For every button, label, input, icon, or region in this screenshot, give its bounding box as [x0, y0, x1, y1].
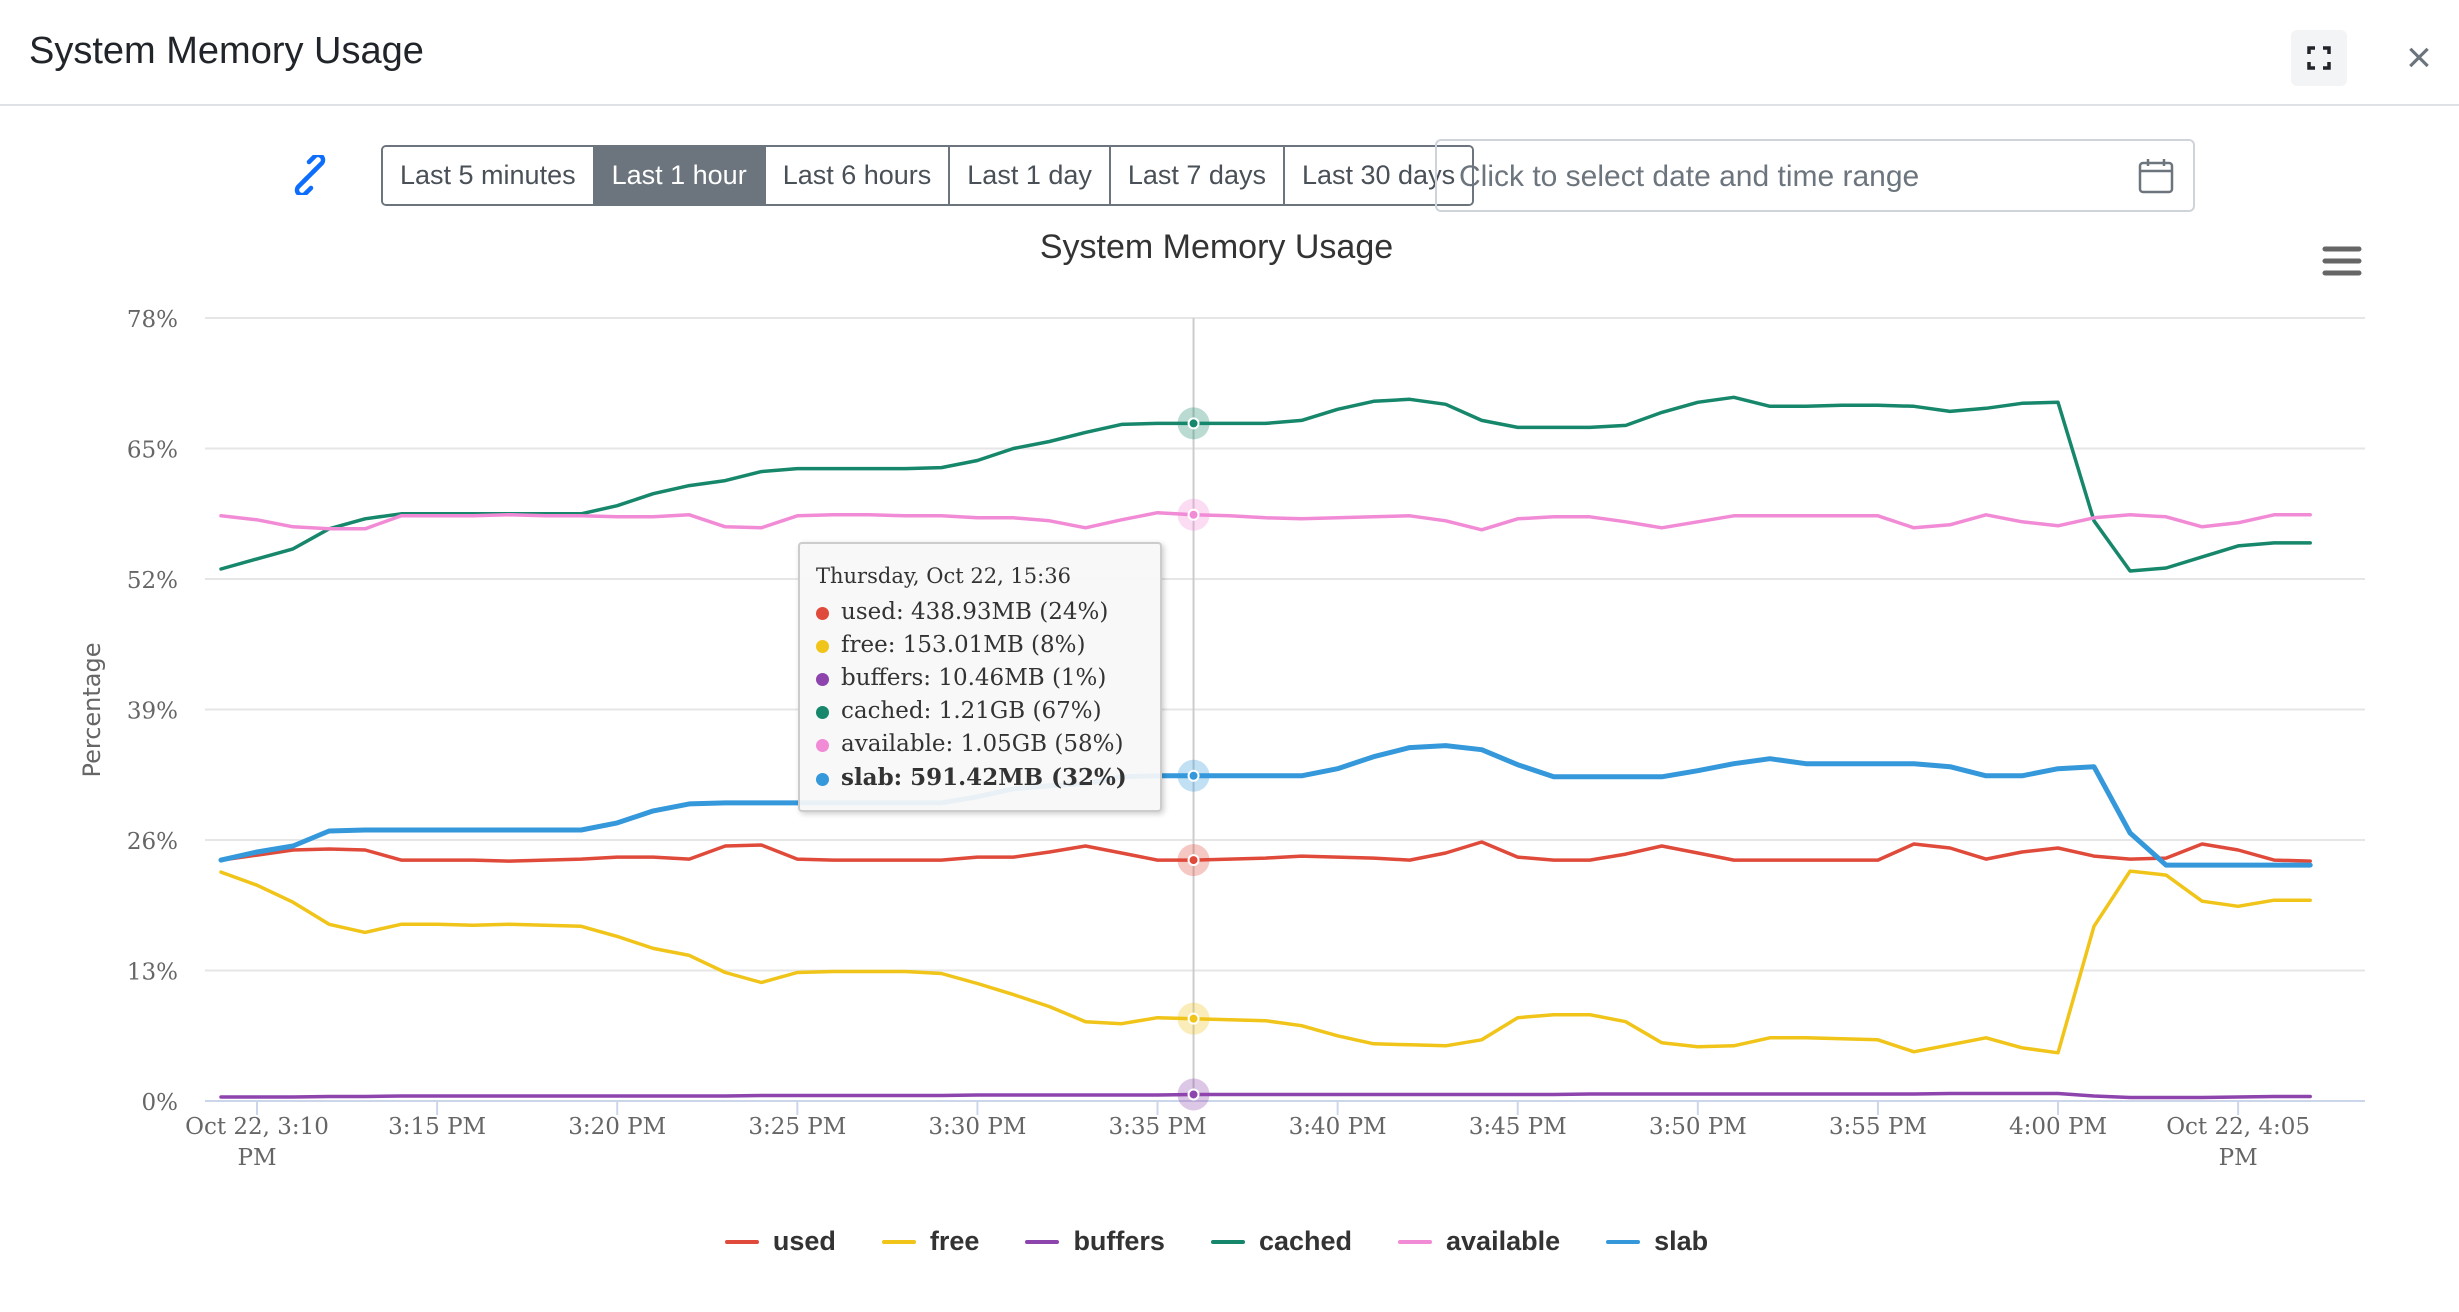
- legend-swatch: [1025, 1239, 1060, 1244]
- range-button-last-5-minutes[interactable]: Last 5 minutes: [383, 147, 595, 204]
- tooltip-dot: [816, 772, 829, 786]
- x-tick-label: Oct 22, 4:05 PM: [2166, 1114, 2310, 1171]
- close-button[interactable]: ×: [2395, 34, 2443, 82]
- x-tick-label: 3:50 PM: [1649, 1114, 1747, 1140]
- legend-item-available[interactable]: available: [1398, 1226, 1560, 1257]
- tooltip-dot: [816, 705, 829, 719]
- tooltip-row: used: 438.93MB (24%): [816, 596, 1144, 629]
- modal-header: System Memory Usage ×: [0, 0, 2459, 106]
- y-tick-label: 13%: [127, 960, 178, 986]
- x-tick-label: 3:20 PM: [568, 1114, 666, 1140]
- legend-item-cached[interactable]: cached: [1210, 1226, 1353, 1257]
- y-axis-title: Percentage: [78, 642, 106, 777]
- calendar-icon[interactable]: [2137, 157, 2175, 195]
- hover-point-free: [1187, 1012, 1200, 1025]
- legend-swatch: [1210, 1239, 1245, 1244]
- link-icon: [294, 152, 326, 198]
- legend-item-used[interactable]: used: [724, 1226, 836, 1257]
- y-tick-label: 39%: [127, 699, 178, 725]
- chart-menu-button[interactable]: [2322, 244, 2362, 278]
- legend-label: available: [1446, 1226, 1561, 1256]
- tooltip-row: free: 153.01MB (8%): [816, 629, 1144, 662]
- tooltip-row: buffers: 10.46MB (1%): [816, 662, 1144, 695]
- range-button-last-1-hour[interactable]: Last 1 hour: [594, 147, 766, 204]
- tooltip-text: free: 153.01MB (8%): [841, 632, 1086, 658]
- hover-point-used: [1187, 854, 1200, 867]
- x-tick-label: 3:55 PM: [1829, 1114, 1927, 1140]
- modal-title: System Memory Usage: [29, 30, 424, 72]
- tooltip-text: used: 438.93MB (24%): [841, 599, 1109, 625]
- tooltip-text: slab: 591.42MB (32%): [841, 764, 1127, 791]
- tooltip-dot: [816, 738, 829, 752]
- fullscreen-button[interactable]: [2291, 30, 2347, 86]
- x-tick-label: 3:25 PM: [748, 1114, 846, 1140]
- chart-legend: used free buffers cached available slab: [0, 1226, 2433, 1257]
- legend-swatch: [1606, 1239, 1641, 1244]
- tooltip-row: slab: 591.42MB (32%): [816, 761, 1144, 794]
- tooltip-row: available: 1.05GB (58%): [816, 728, 1144, 761]
- time-range-selector: Last 5 minutes Last 1 hour Last 6 hours Las…: [381, 145, 1475, 206]
- hamburger-menu-icon: [2322, 246, 2362, 276]
- legend-label: cached: [1258, 1226, 1353, 1256]
- range-button-last-1-day[interactable]: Last 1 day: [950, 147, 1111, 204]
- y-tick-label: 52%: [127, 568, 178, 594]
- fullscreen-icon: [2307, 46, 2331, 70]
- x-tick-label: 4:00 PM: [2009, 1114, 2107, 1140]
- legend-swatch: [724, 1239, 759, 1244]
- x-tick-label: 3:45 PM: [1469, 1114, 1567, 1140]
- tooltip-dot: [816, 672, 829, 686]
- tooltip-text: cached: 1.21GB (67%): [841, 698, 1102, 724]
- legend-item-buffers[interactable]: buffers: [1025, 1226, 1165, 1257]
- legend-label: slab: [1654, 1226, 1709, 1256]
- legend-label: buffers: [1073, 1226, 1165, 1256]
- legend-item-slab[interactable]: slab: [1606, 1226, 1708, 1257]
- series-line-free: [219, 869, 2312, 1055]
- range-button-last-6-hours[interactable]: Last 6 hours: [765, 147, 951, 204]
- x-tick-label: Oct 22, 3:10 PM: [185, 1114, 329, 1171]
- legend-label: used: [772, 1226, 836, 1256]
- close-icon: ×: [2406, 33, 2432, 82]
- date-range-input[interactable]: [1457, 151, 2101, 203]
- legend-label: free: [929, 1226, 980, 1256]
- legend-item-free[interactable]: free: [881, 1226, 980, 1257]
- tooltip-header: Thursday, Oct 22, 15:36: [816, 564, 1071, 588]
- series-line-used: [219, 840, 2312, 863]
- legend-swatch: [1398, 1239, 1433, 1244]
- range-button-last-30-days[interactable]: Last 30 days: [1284, 147, 1473, 204]
- y-tick-label: 26%: [127, 829, 178, 855]
- tooltip-dot: [816, 606, 829, 620]
- hover-point-available: [1187, 508, 1200, 521]
- hover-point-cached: [1187, 417, 1200, 430]
- y-tick-label: 78%: [127, 307, 178, 333]
- series-line-buffers: [219, 1091, 2312, 1100]
- x-tick-label: 3:40 PM: [1289, 1114, 1387, 1140]
- series-line-slab: [218, 743, 2313, 868]
- tooltip-text: buffers: 10.46MB (1%): [841, 665, 1107, 691]
- memory-line-chart: 0% 13% 26% 39% 52% 65% 78% Oct 22, 3:10 PM 3:15 P…: [78, 307, 2365, 1171]
- chart-title: System Memory Usage: [1039, 228, 1394, 266]
- series-line-available: [219, 510, 2312, 532]
- series-line-cached: [219, 395, 2312, 573]
- hover-point-slab: [1187, 769, 1200, 782]
- x-tick-label: 3:35 PM: [1109, 1114, 1207, 1140]
- x-tick-label: 3:30 PM: [928, 1114, 1026, 1140]
- chart-tooltip: Thursday, Oct 22, 15:36 used: 438.93MB (…: [798, 542, 1162, 812]
- share-link-button[interactable]: [290, 152, 330, 198]
- tooltip-row: cached: 1.21GB (67%): [816, 695, 1144, 728]
- tooltip-text: available: 1.05GB (58%): [841, 731, 1124, 757]
- hover-point-buffers: [1187, 1088, 1200, 1101]
- legend-swatch: [881, 1239, 916, 1244]
- date-range-picker[interactable]: [1435, 139, 2195, 212]
- range-button-last-7-days[interactable]: Last 7 days: [1110, 147, 1285, 204]
- y-tick-label: 0%: [142, 1090, 179, 1116]
- tooltip-dot: [816, 639, 829, 653]
- x-tick-label: 3:15 PM: [388, 1114, 486, 1140]
- y-tick-label: 65%: [127, 438, 178, 464]
